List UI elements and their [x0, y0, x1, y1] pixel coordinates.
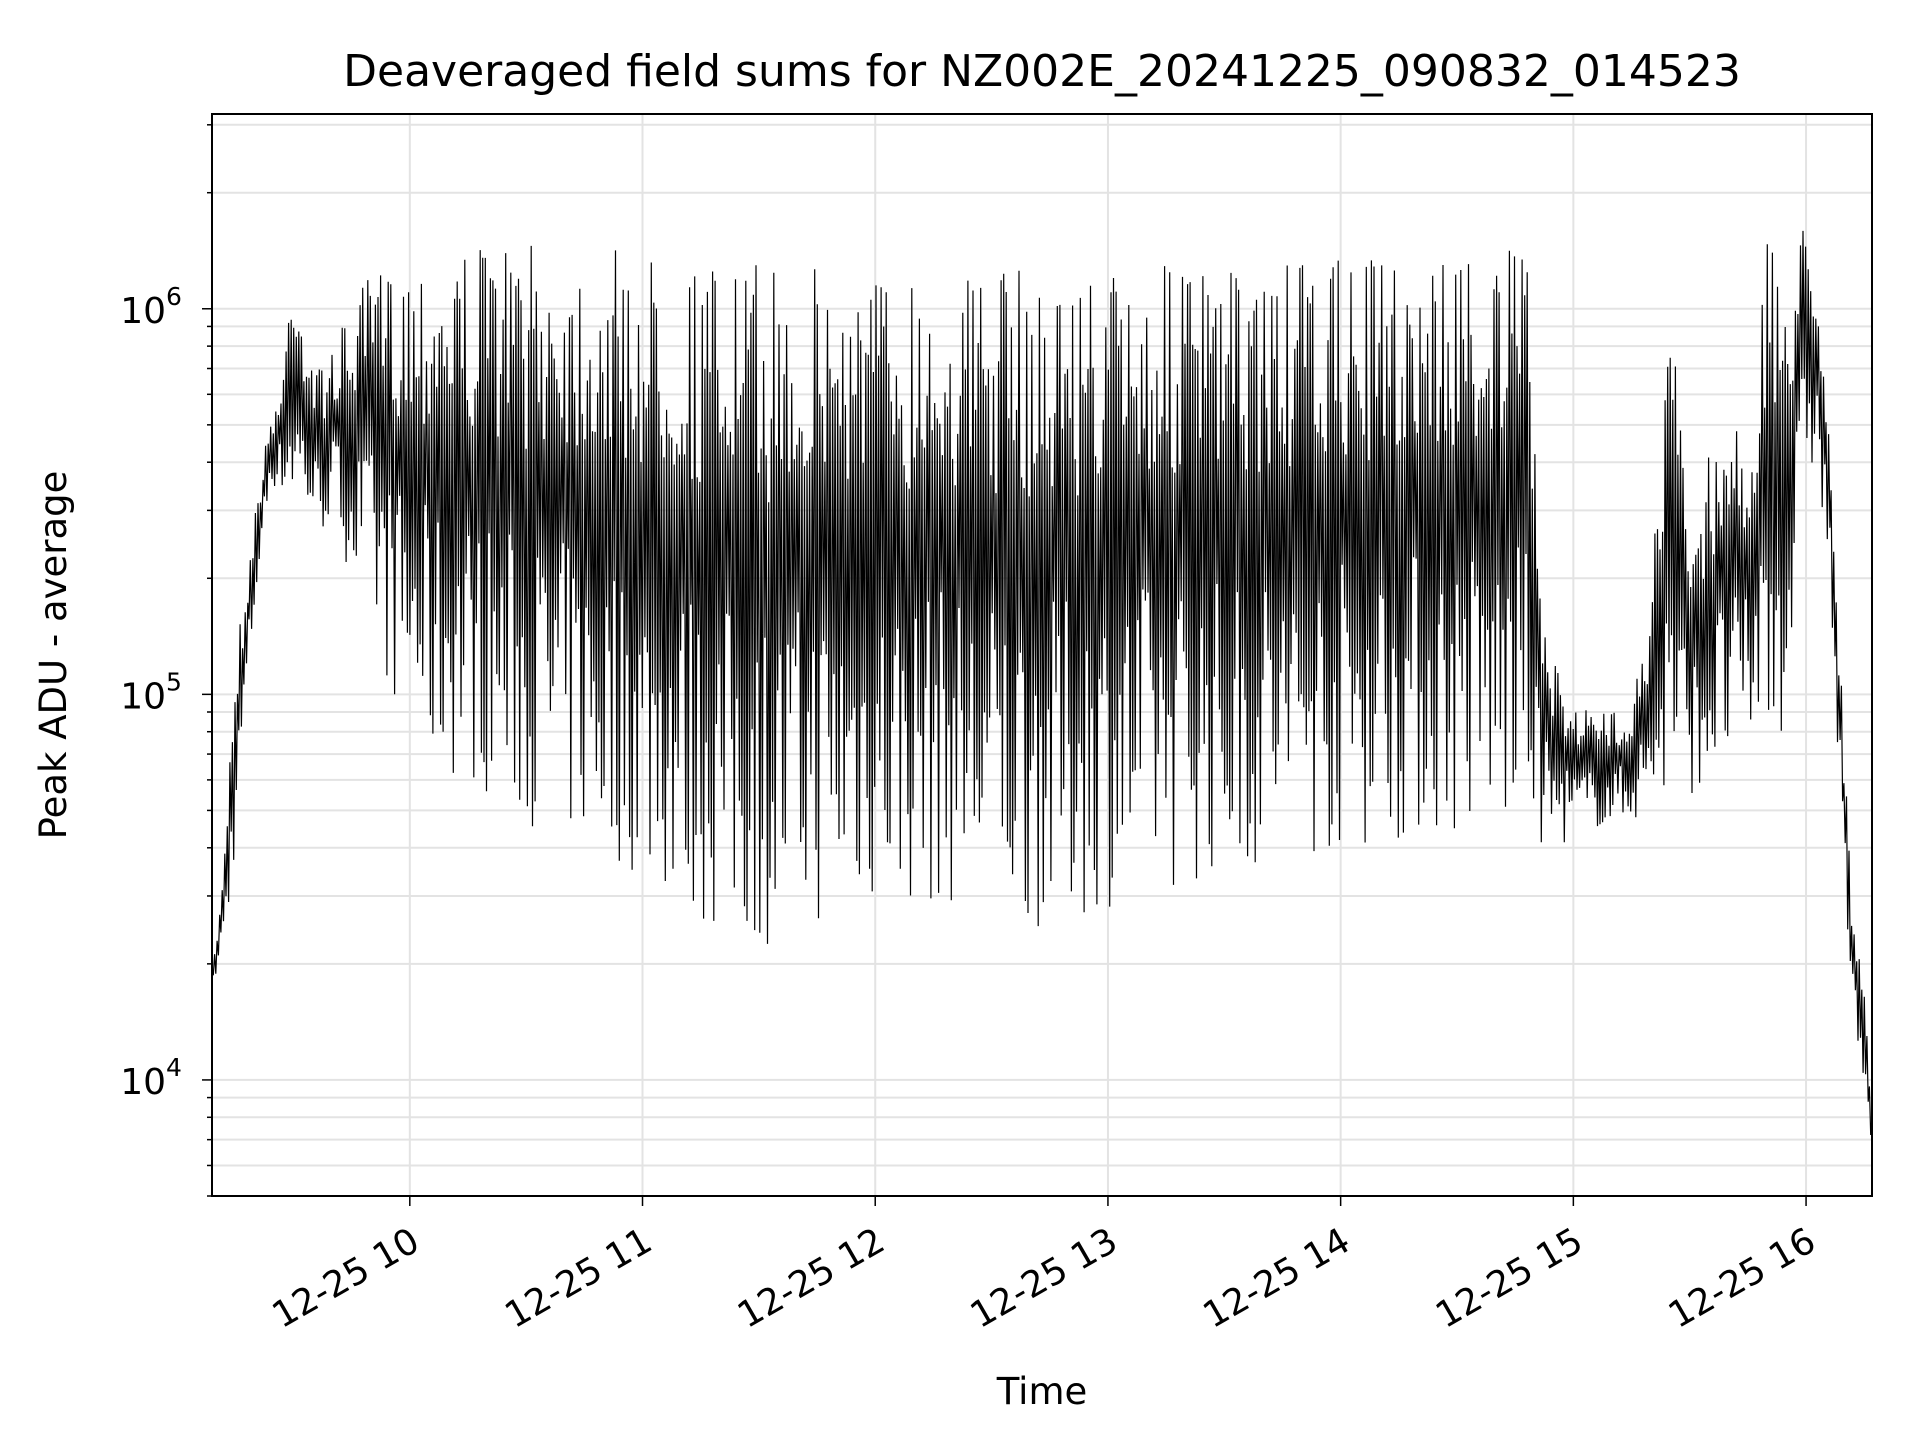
plot-series [211, 230, 1873, 1136]
y-tick-label: 10 [120, 1062, 166, 1103]
x-axis-label: Time [996, 1370, 1088, 1413]
y-tick-exponent: 5 [166, 667, 182, 696]
chart-title: Deaveraged field sums for NZ002E_2024122… [343, 46, 1741, 97]
y-tick-exponent: 4 [166, 1053, 182, 1082]
y-tick-exponent: 6 [166, 282, 182, 311]
series-line [211, 230, 1873, 1136]
plot-frame [211, 113, 1873, 1197]
y-tick-label: 10 [120, 676, 166, 717]
y-tick-label: 10 [120, 291, 166, 332]
y-axis-label: Peak ADU - average [32, 471, 75, 840]
